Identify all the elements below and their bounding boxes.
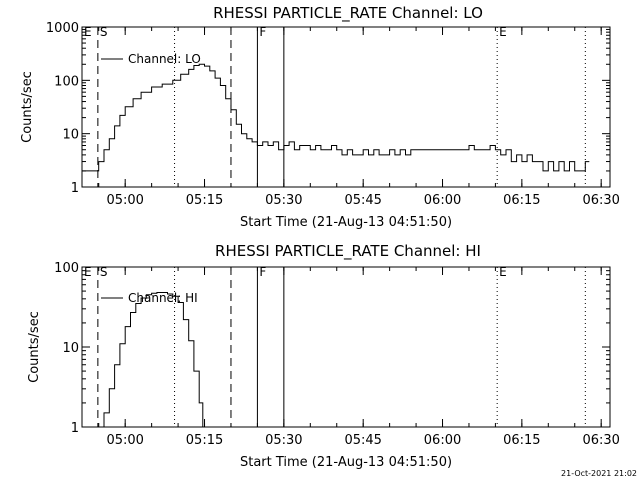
x-tick-label: 05:30 bbox=[265, 433, 302, 448]
x-tick-label: 05:15 bbox=[186, 193, 223, 208]
marker-label: F bbox=[259, 265, 266, 279]
marker-label: S bbox=[100, 265, 108, 279]
x-tick-label: 05:45 bbox=[344, 193, 381, 208]
x-axis-hi: 05:00 05:15 05:30 05:45 06:00 06:15 06:30 bbox=[98, 267, 620, 448]
x-tick-label: 05:15 bbox=[186, 433, 223, 448]
series-line bbox=[82, 63, 590, 172]
y-axis-lo: 1 10 100 1000 bbox=[46, 21, 610, 196]
y-tick-label: 1 bbox=[71, 421, 79, 436]
footer-timestamp: 21-Oct-2021 21:02 bbox=[561, 469, 637, 478]
marker-label: E bbox=[84, 265, 92, 279]
x-tick-label: 06:15 bbox=[503, 193, 540, 208]
marker-label: E bbox=[499, 25, 507, 39]
y-tick-label: 100 bbox=[54, 74, 79, 89]
marker-label: E bbox=[84, 25, 92, 39]
y-tick-label: 100 bbox=[54, 261, 79, 276]
y-tick-label: 1 bbox=[71, 181, 79, 196]
legend-label-hi: Channel: HI bbox=[128, 291, 198, 305]
chart-title-lo: RHESSI PARTICLE_RATE Channel: LO bbox=[213, 4, 483, 23]
x-tick-label: 05:45 bbox=[344, 433, 381, 448]
marker-label: E bbox=[499, 265, 507, 279]
y-tick-label: 10 bbox=[62, 128, 79, 143]
x-tick-label: 06:00 bbox=[424, 193, 461, 208]
legend-hi: Channel: HI bbox=[101, 291, 198, 305]
series-line bbox=[101, 292, 207, 428]
y-tick-label: 1000 bbox=[46, 21, 79, 36]
plot-frame-lo bbox=[81, 26, 611, 188]
legend-lo: Channel: LO bbox=[101, 52, 201, 66]
legend-label-lo: Channel: LO bbox=[128, 52, 201, 66]
series-lo bbox=[82, 63, 590, 172]
chart-title-hi: RHESSI PARTICLE_RATE Channel: HI bbox=[215, 242, 481, 261]
x-axis-label-hi: Start Time (21-Aug-13 04:51:50) bbox=[240, 455, 452, 470]
x-tick-label: 05:00 bbox=[106, 193, 143, 208]
y-axis-label-lo: Counts/sec bbox=[20, 71, 35, 143]
x-axis-label-lo: Start Time (21-Aug-13 04:51:50) bbox=[240, 215, 452, 230]
y-tick-label: 10 bbox=[62, 341, 79, 356]
x-tick-label: 06:30 bbox=[582, 433, 619, 448]
series-hi bbox=[101, 292, 207, 428]
x-tick-label: 05:30 bbox=[265, 193, 302, 208]
marker-label: F bbox=[259, 25, 266, 39]
x-tick-label: 06:30 bbox=[582, 193, 619, 208]
x-tick-label: 06:00 bbox=[424, 433, 461, 448]
y-axis-label-hi: Counts/sec bbox=[27, 311, 42, 383]
marker-label: S bbox=[100, 25, 108, 39]
x-axis-lo: 05:00 05:15 05:30 05:45 06:00 06:15 06:30 bbox=[98, 27, 620, 208]
x-tick-label: 05:00 bbox=[106, 433, 143, 448]
x-tick-label: 06:15 bbox=[503, 433, 540, 448]
y-axis-hi: 1 10 100 bbox=[54, 261, 610, 436]
